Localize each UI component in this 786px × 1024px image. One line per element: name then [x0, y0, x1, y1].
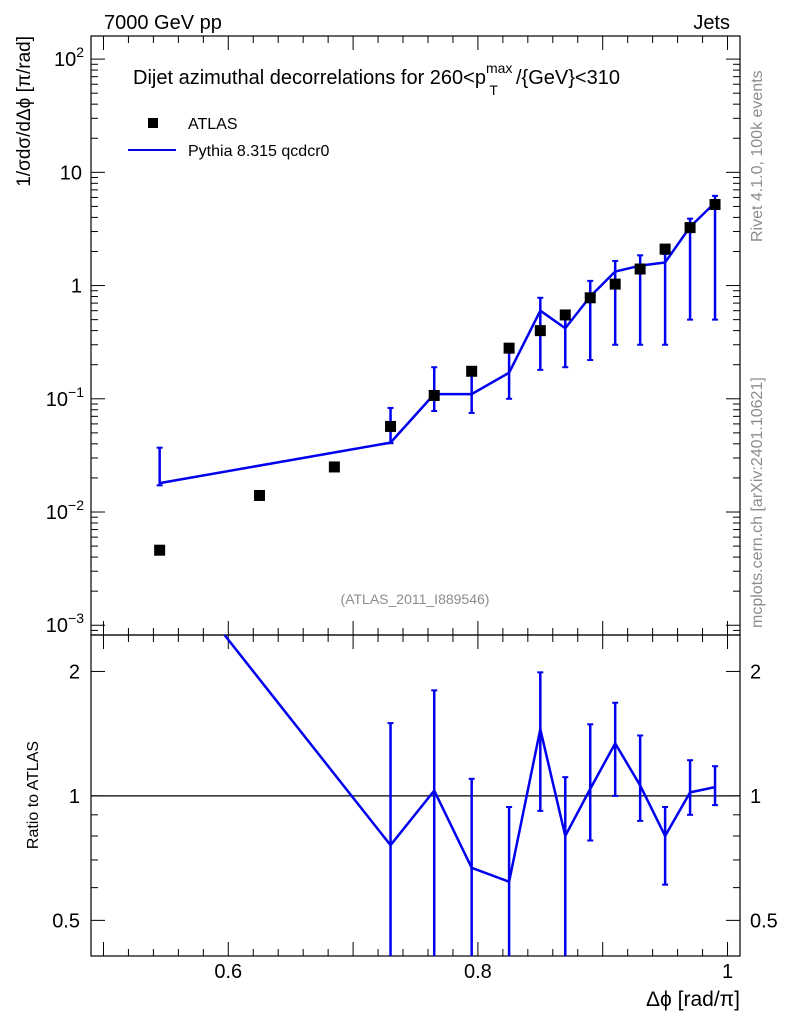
legend-atlas-marker	[148, 118, 158, 128]
atlas-point	[503, 342, 515, 354]
atlas-point	[584, 292, 596, 304]
atlas-point	[385, 420, 397, 432]
main-x-ticks	[102, 36, 729, 635]
main-y-tick-label: 10−2	[46, 497, 84, 524]
ratio-y-tick-label-left: 0.5	[52, 910, 80, 932]
atlas-point	[534, 325, 546, 337]
legend-atlas-label: ATLAS	[188, 116, 238, 133]
main-y-tick-label: 10−1	[46, 384, 84, 411]
ratio-y-tick-label-right: 0.5	[750, 910, 778, 932]
chart-title: Dijet azimuthal decorrelations for 260<p…	[133, 60, 620, 98]
atlas-point	[684, 222, 696, 234]
atlas-point	[154, 544, 166, 556]
atlas-point	[466, 365, 478, 377]
main-y-tick-labels: 102 10 1 10−1 10−2 10−3	[46, 44, 84, 637]
x-tick-label: 1	[722, 961, 733, 983]
ratio-y-tick-label-left: 1	[69, 786, 80, 808]
main-y-tick-label: 10	[60, 162, 82, 184]
ratio-y-tick-label-right: 1	[750, 786, 761, 808]
x-tick-label: 0.6	[214, 961, 242, 983]
mcplots-label: mcplots.cern.ch [arXiv:2401.10621]	[749, 377, 766, 628]
main-y-tick-label: 10−3	[46, 610, 84, 637]
analysis-watermark: (ATLAS_2011_I889546)	[341, 591, 490, 607]
atlas-point	[428, 389, 440, 401]
mc-line	[159, 201, 716, 485]
atlas-point	[709, 198, 721, 210]
ratio-y-tick-label-right: 2	[750, 661, 761, 683]
main-y-tick-label: 102	[54, 44, 84, 71]
ratio-y-tick-labels: 2 2 1 1 0.5 0.5 0.6 0.8 1	[52, 661, 778, 983]
atlas-point	[634, 263, 646, 275]
x-tick-label: 0.8	[464, 961, 492, 983]
header-right: Jets	[693, 12, 730, 34]
x-axis-label: Δϕ [rad/π]	[646, 988, 740, 1011]
main-panel: 102 10 1 10−1 10−2 10−3 Dijet azimuthal decor…	[14, 35, 741, 637]
atlas-point	[609, 278, 621, 290]
ratio-y-axis-label: Ratio to ATLAS	[25, 741, 42, 849]
ratio-data	[91, 634, 740, 956]
main-data	[154, 194, 721, 556]
header-left: 7000 GeV pp	[104, 12, 222, 34]
main-y-axis-label: 1/σdσ/dΔϕ [π/rad]	[14, 36, 35, 187]
ratio-y-tick-label-left: 2	[69, 661, 80, 683]
atlas-point	[659, 243, 671, 255]
main-y-tick-label: 1	[71, 276, 82, 298]
ratio-line	[223, 634, 716, 883]
rivet-label: Rivet 4.1.0, 100k events	[749, 70, 766, 242]
main-ticks	[91, 58, 740, 631]
atlas-point	[253, 489, 265, 501]
atlas-point	[328, 461, 340, 473]
ratio-x-ticks	[102, 635, 729, 956]
ratio-panel: 2 2 1 1 0.5 0.5 0.6 0.8 1 Ratio to ATLAS Δϕ [rad…	[25, 634, 778, 1011]
legend-pythia-label: Pythia 8.315 qcdcr0	[188, 143, 330, 160]
atlas-point	[559, 309, 571, 321]
